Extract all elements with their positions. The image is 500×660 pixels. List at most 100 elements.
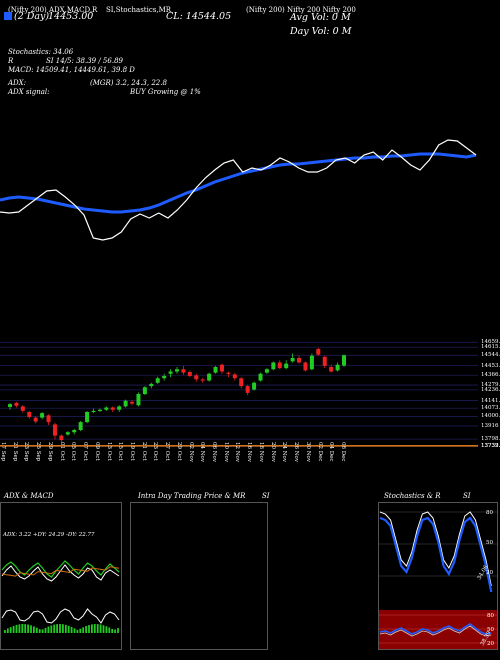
candle-body: [213, 367, 218, 373]
candle-body: [104, 407, 109, 410]
open-label: 14453.00: [48, 11, 94, 22]
candle-body: [290, 358, 295, 362]
intraday-panel: [130, 502, 268, 650]
macd-bar: [102, 625, 105, 633]
candle-body: [245, 386, 250, 393]
candle-body: [219, 364, 224, 372]
candle-body: [27, 412, 32, 418]
stoch-slow-line: [379, 516, 493, 593]
price-tick-label: 13733.85: [481, 443, 500, 450]
stoch-fast-line: [379, 511, 492, 587]
price-tick-label: 13737.15: [481, 443, 500, 450]
macd-bar: [6, 628, 9, 633]
candle-body: [14, 403, 19, 406]
candle-body: [232, 374, 237, 379]
macd-bar: [96, 624, 99, 633]
avg-vol: Avg Vol: 0 M: [290, 12, 351, 23]
macd-bar: [59, 624, 61, 633]
panel3-title: Stochastics & R: [384, 492, 441, 500]
candle-body: [316, 349, 321, 355]
macd-bar: [50, 625, 53, 633]
header-label-3: (Nifty 200) Nifty 200 Nifty 200: [246, 6, 356, 14]
header-label-2: SI,Stochastics,MR: [106, 6, 172, 14]
price-tick-label: 14073.3: [481, 405, 500, 412]
macd-bar: [9, 627, 12, 633]
macd-bar: [64, 624, 67, 633]
candle-body: [59, 435, 64, 441]
macd-bar: [82, 627, 85, 633]
day-vol: Day Vol: 0 M: [290, 26, 352, 37]
price-tick-label: 13798.7: [481, 436, 500, 443]
rsi-signal-line: [379, 625, 492, 637]
macd-value: MACD: 14509.41, 14449.61, 39.8 D: [8, 66, 135, 74]
macd-bar: [114, 629, 116, 633]
macd-bar: [24, 624, 27, 633]
price-tick-label: 14366.66: [481, 372, 500, 379]
macd-bar: [47, 626, 50, 633]
candle-body: [239, 378, 244, 387]
r-label: R: [8, 57, 14, 65]
candle-body: [52, 424, 57, 436]
candle-body: [329, 367, 334, 372]
macd-bar: [67, 625, 70, 633]
candle-body: [40, 413, 45, 418]
candle-body: [97, 409, 102, 411]
candle-body: [20, 406, 25, 411]
candle-body: [72, 430, 77, 433]
price-tick-label: 14615.48: [481, 344, 500, 351]
candle-body: [136, 394, 141, 406]
price-tick-label: 14544.05: [481, 352, 500, 359]
panel1-values: ADX: 3.22 +DY: 24.29 -DY: 22.77: [3, 532, 95, 538]
price-tick-label: 14141.63: [481, 397, 500, 404]
macd-bar: [73, 628, 76, 633]
candle-body: [258, 373, 263, 381]
stoch-tick-label: 20: [486, 570, 493, 576]
macd-bar: [4, 630, 6, 633]
macd-bar: [76, 629, 79, 633]
rsi-tick-label: 80: [487, 613, 494, 619]
macd-bar: [88, 625, 90, 633]
candle-body: [65, 432, 70, 435]
macd-bar: [111, 628, 114, 633]
candle-body: [252, 382, 257, 390]
price-tick-label: 14453.2: [481, 362, 500, 369]
macd-bar: [12, 625, 15, 633]
candle-body: [162, 376, 167, 379]
candle-body: [207, 373, 212, 381]
macd-bar: [85, 626, 87, 633]
candle-body: [271, 362, 276, 370]
candle-body: [155, 378, 160, 383]
main-chart: [0, 139, 478, 447]
candle-body: [175, 369, 179, 372]
macd-bar: [30, 625, 32, 633]
macd-bar: [27, 624, 29, 633]
candle-body: [309, 355, 314, 370]
price-tick-label: 13916: [481, 422, 499, 429]
candle-body: [226, 372, 231, 374]
macd-bar: [38, 629, 41, 633]
panel2-title: Intra Day Trading Price & MR: [138, 492, 246, 500]
candle-body: [142, 387, 147, 394]
macd-bar: [33, 626, 35, 633]
candle-body: [297, 358, 302, 363]
macd-bar: [21, 624, 24, 633]
price-tick-label: 14659.55: [481, 339, 500, 346]
candle-body: [264, 369, 269, 373]
rsi-line: [379, 623, 492, 635]
candle-body: [110, 407, 115, 410]
panel3-suffix: SI: [463, 492, 471, 500]
price-tick-label: 13739.85: [481, 442, 500, 449]
close-label: CL: 14544.05: [166, 11, 232, 22]
price-tick-label: 14236.6: [481, 386, 500, 393]
macd-line: [1, 608, 120, 624]
candle-body: [168, 371, 173, 374]
macd-bar: [93, 624, 96, 633]
candle-body: [117, 406, 122, 410]
macd-bar: [108, 627, 111, 633]
macd-bar: [99, 624, 102, 633]
candle-body: [8, 404, 12, 407]
macd-bar: [70, 626, 73, 633]
stochastics-value: Stochastics: 34.06: [8, 48, 74, 56]
candle-body: [130, 401, 135, 404]
candle-body: [181, 369, 186, 373]
